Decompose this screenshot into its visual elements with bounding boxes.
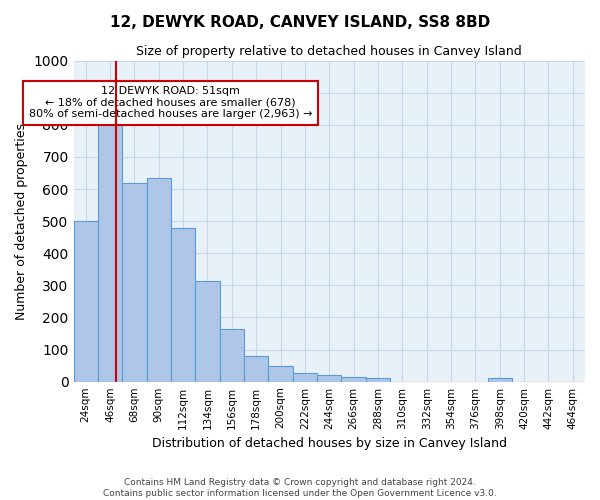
Title: Size of property relative to detached houses in Canvey Island: Size of property relative to detached ho… [136,45,522,58]
Bar [220,328,244,382]
Bar [196,280,220,382]
Text: 12, DEWYK ROAD, CANVEY ISLAND, SS8 8BD: 12, DEWYK ROAD, CANVEY ISLAND, SS8 8BD [110,15,490,30]
Bar [366,378,390,382]
Bar [122,182,146,382]
Bar [268,366,293,382]
Text: 12 DEWYK ROAD: 51sqm
← 18% of detached houses are smaller (678)
80% of semi-deta: 12 DEWYK ROAD: 51sqm ← 18% of detached h… [29,86,313,120]
Bar [488,378,512,382]
Text: Contains HM Land Registry data © Crown copyright and database right 2024.
Contai: Contains HM Land Registry data © Crown c… [103,478,497,498]
Bar [244,356,268,382]
Y-axis label: Number of detached properties: Number of detached properties [15,122,28,320]
Bar [98,122,122,382]
Bar [74,221,98,382]
Bar [341,377,366,382]
Bar [317,374,341,382]
Bar [146,178,171,382]
Bar [171,228,196,382]
X-axis label: Distribution of detached houses by size in Canvey Island: Distribution of detached houses by size … [152,437,507,450]
Bar [293,372,317,382]
